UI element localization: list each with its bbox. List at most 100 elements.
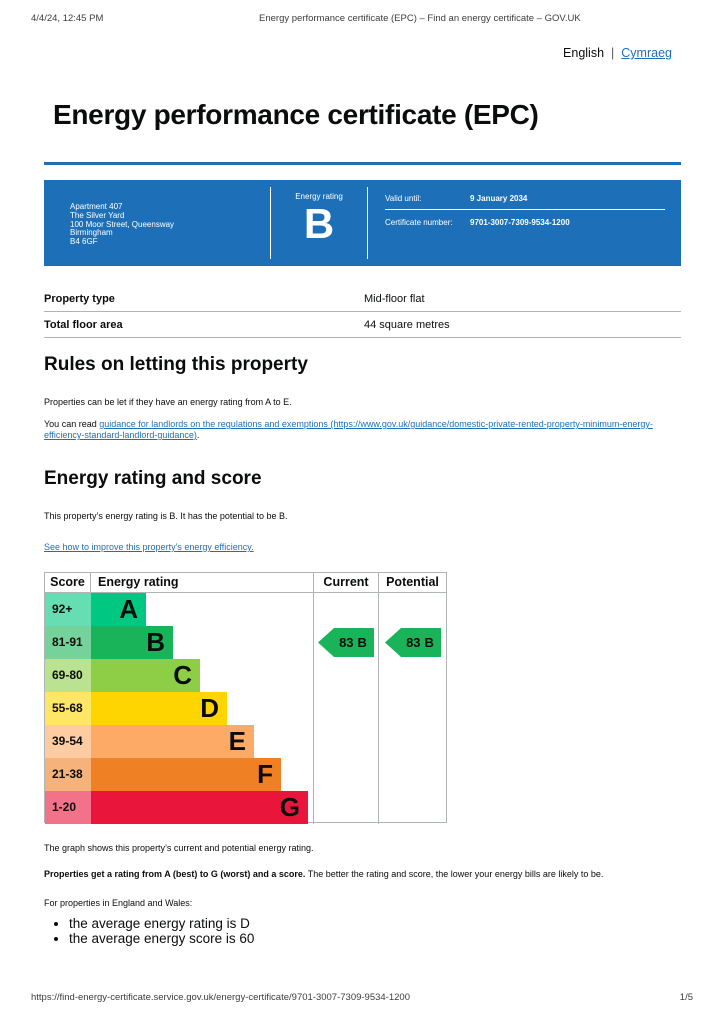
fact-label: Property type — [44, 292, 115, 305]
averages-list: the average energy rating is D the avera… — [44, 916, 254, 946]
valid-until-label: Valid until: — [385, 194, 422, 203]
certificate-number-label: Certificate number: — [385, 218, 453, 227]
language-separator: | — [611, 46, 615, 60]
epc-band-row-g: 1-20 G — [45, 791, 446, 824]
property-facts-table: Property type Mid-floor flat Total floor… — [44, 286, 681, 338]
improve-link-wrap: See how to improve this property’s energ… — [44, 542, 254, 553]
print-datetime: 4/4/24, 12:45 PM — [31, 13, 104, 24]
ratings-note-bold: Properties get a rating from A (best) to… — [44, 869, 306, 879]
band-score-cell: 81-91 — [45, 626, 91, 659]
current-column-cell — [313, 725, 378, 758]
epc-band-row-b: 81-91 B — [45, 626, 446, 659]
epc-band-row-a: 92+ A — [45, 593, 446, 626]
band-bar: C — [91, 659, 200, 692]
band-score-cell: 55-68 — [45, 692, 91, 725]
epc-band-row-d: 55-68 D — [45, 692, 446, 725]
potential-column-cell — [378, 791, 446, 824]
band-bar: D — [91, 692, 227, 725]
print-document-title: Energy performance certificate (EPC) – F… — [259, 13, 581, 24]
averages-intro: For properties in England and Wales: — [44, 898, 193, 908]
potential-column-cell — [378, 593, 446, 626]
print-footer-page-indicator: 1/5 — [679, 992, 693, 1003]
energy-rating-label: Energy rating — [295, 192, 343, 201]
epc-rating-chart: Score Energy rating Current Potential 92… — [44, 572, 447, 824]
potential-column-cell — [378, 758, 446, 791]
valid-until-row: Valid until: 9 January 2034 — [385, 191, 665, 208]
fact-label: Total floor area — [44, 318, 123, 331]
band-bar: B — [91, 626, 173, 659]
band-score-cell: 92+ — [45, 593, 91, 626]
band-score-cell: 1-20 — [45, 791, 91, 824]
ratings-note: Properties get a rating from A (best) to… — [44, 869, 681, 880]
address-line: The Silver Yard — [70, 210, 125, 220]
landlord-guidance-link[interactable]: guidance for landlords on the regulation… — [44, 419, 653, 440]
address-line: Apartment 407 — [70, 202, 123, 211]
graph-note: The graph shows this property’s current … — [44, 843, 314, 853]
page-title: Energy performance certificate (EPC) — [53, 99, 539, 130]
current-column-cell — [313, 692, 378, 725]
current-column-cell — [313, 626, 378, 659]
list-item: the average energy rating is D — [69, 916, 254, 931]
certificate-details-block: Valid until: 9 January 2034 Certificate … — [368, 187, 681, 259]
valid-until-value: 9 January 2034 — [470, 194, 528, 203]
band-bar: E — [91, 725, 254, 758]
address-line: B4 6GF — [70, 237, 98, 247]
energy-rating-block: Energy rating B — [270, 187, 368, 259]
current-column-cell — [313, 758, 378, 791]
potential-column-cell — [378, 659, 446, 692]
current-score: 83 — [339, 635, 354, 650]
ratings-note-rest: The better the rating and score, the low… — [305, 869, 604, 879]
chart-header-row: Score Energy rating Current Potential — [45, 573, 446, 593]
improve-efficiency-link[interactable]: See how to improve this property’s energ… — [44, 542, 254, 552]
language-switcher: English | Cymraeg — [563, 46, 672, 60]
table-row: Property type Mid-floor flat — [44, 286, 681, 312]
summary-divider — [385, 209, 665, 210]
rating-section-heading: Energy rating and score — [44, 468, 262, 489]
property-address: Apartment 407 The Silver Yard 100 Moor S… — [44, 187, 270, 259]
epc-band-row-f: 21-38 F — [45, 758, 446, 791]
chart-header-rating: Energy rating — [98, 575, 179, 589]
band-bar: G — [91, 791, 308, 824]
fact-value: Mid-floor flat — [364, 292, 425, 305]
band-score-cell: 69-80 — [45, 659, 91, 692]
chart-header-score: Score — [45, 573, 91, 592]
epc-band-row-c: 69-80 C — [45, 659, 446, 692]
table-row: Total floor area 44 square metres — [44, 312, 681, 338]
band-bar-area: D — [91, 692, 313, 725]
band-score-cell: 39-54 — [45, 725, 91, 758]
potential-score: 83 — [406, 635, 421, 650]
rating-summary-paragraph: This property’s energy rating is B. It h… — [44, 511, 288, 521]
potential-column-cell — [378, 725, 446, 758]
band-bar: A — [91, 593, 146, 626]
address-line: 100 Moor Street, Queensway — [70, 219, 175, 229]
fact-value: 44 square metres — [364, 318, 450, 331]
potential-column-cell — [378, 692, 446, 725]
certificate-number-row: Certificate number: 9701-3007-7309-9534-… — [385, 215, 665, 232]
language-link-cymraeg[interactable]: Cymraeg — [621, 46, 672, 60]
blue-divider — [44, 162, 681, 165]
chart-header-current: Current — [313, 573, 378, 592]
current-band: B — [357, 635, 367, 650]
list-item: the average energy score is 60 — [69, 931, 254, 946]
band-bar-area: C — [91, 659, 313, 692]
band-bar-area: B — [91, 626, 313, 659]
certificate-summary-box: Apartment 407 The Silver Yard 100 Moor S… — [44, 180, 681, 266]
epc-band-row-e: 39-54 E — [45, 725, 446, 758]
band-bar-area: G — [91, 791, 313, 824]
address-line: Birmingham — [70, 228, 113, 238]
potential-column-cell — [378, 626, 446, 659]
chart-header-potential: Potential — [378, 573, 446, 592]
guidance-text-suffix: . — [196, 430, 200, 440]
band-bar: F — [91, 758, 281, 791]
rules-paragraph-guidance: You can read guidance for landlords on t… — [44, 419, 681, 441]
potential-band: B — [424, 635, 434, 650]
rules-paragraph: Properties can be let if they have an en… — [44, 397, 292, 407]
guidance-text-prefix: You can read — [44, 419, 100, 429]
language-current: English — [563, 46, 605, 60]
band-bar-area: A — [91, 593, 313, 626]
current-column-cell — [313, 593, 378, 626]
print-footer-url: https://find-energy-certificate.service.… — [31, 992, 410, 1003]
current-column-cell — [313, 791, 378, 824]
current-column-cell — [313, 659, 378, 692]
